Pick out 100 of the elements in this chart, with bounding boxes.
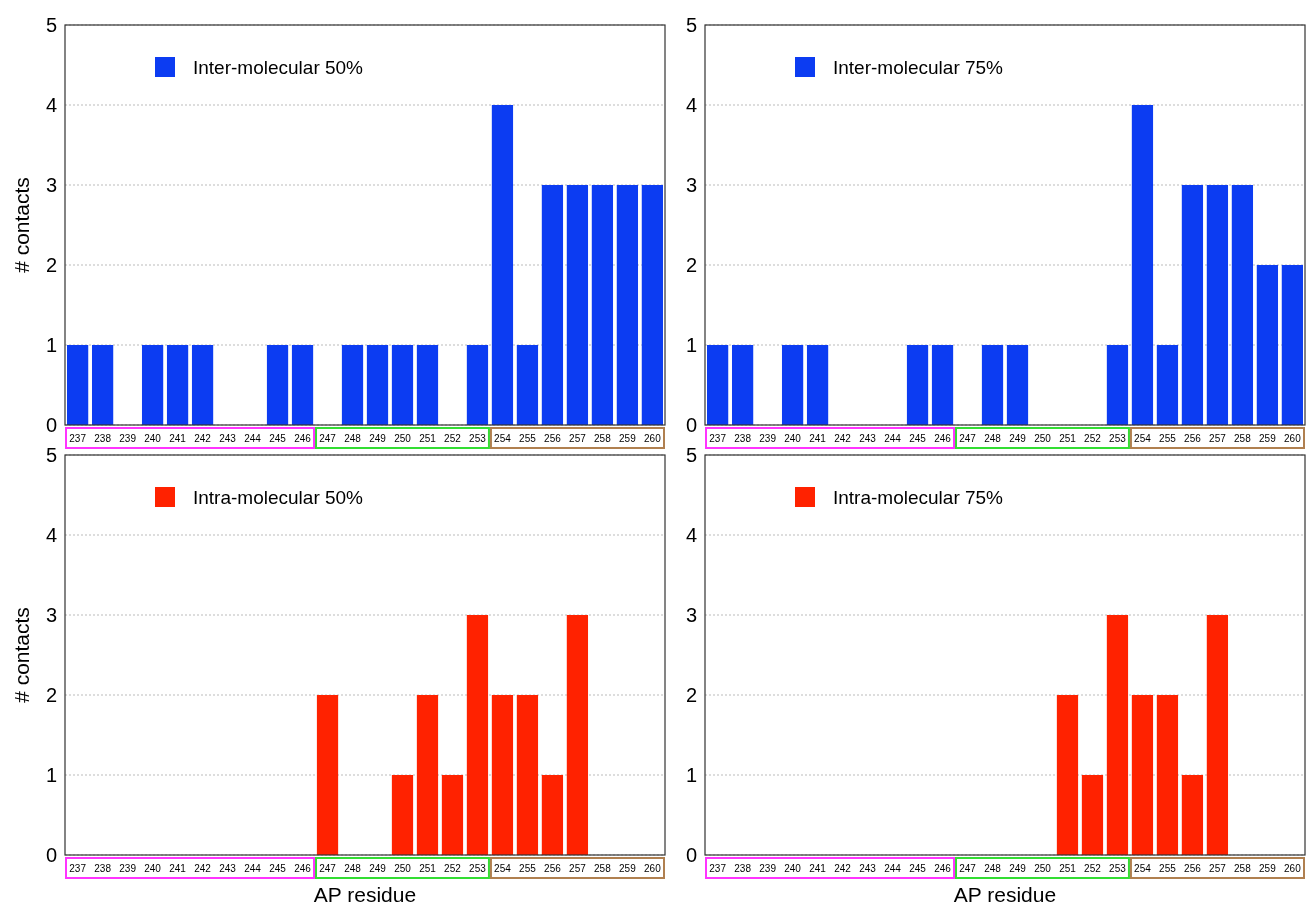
x-tick-label: 255	[519, 862, 537, 874]
y-tick-label: 1	[45, 763, 57, 786]
bar	[641, 185, 663, 425]
x-tick-label: 253	[469, 862, 487, 874]
x-tick-label: 258	[1234, 862, 1252, 874]
x-tick-label: 250	[1034, 862, 1052, 874]
x-tick-label: 259	[619, 862, 637, 874]
y-tick-label: 2	[685, 683, 697, 706]
x-tick-label: 237	[709, 862, 727, 874]
x-tick-label: 258	[1234, 432, 1252, 444]
x-tick-label: 257	[1209, 432, 1227, 444]
bar	[1206, 615, 1229, 855]
x-tick-label: 250	[394, 862, 412, 874]
y-tick-label: 1	[685, 763, 697, 786]
x-tick-label: 243	[219, 432, 237, 444]
x-tick-label: 246	[934, 432, 952, 444]
y-axis-title: # contacts	[10, 177, 33, 273]
y-tick-label: 0	[685, 413, 697, 436]
legend-label: Inter-molecular 50%	[193, 57, 364, 78]
y-tick-label: 3	[45, 173, 57, 196]
bar	[981, 345, 1004, 425]
x-tick-label: 240	[144, 862, 162, 874]
x-tick-label: 245	[269, 432, 287, 444]
x-tick-label: 247	[319, 862, 337, 874]
bar	[67, 345, 89, 425]
bar	[806, 345, 829, 425]
x-tick-label: 255	[1159, 432, 1177, 444]
x-tick-label: 242	[834, 862, 852, 874]
y-tick-label: 4	[45, 93, 57, 116]
x-axis-title: AP residue	[313, 883, 417, 906]
x-tick-label: 240	[784, 432, 802, 444]
x-tick-label: 254	[494, 862, 512, 874]
x-tick-label: 239	[119, 862, 137, 874]
x-tick-label: 249	[369, 432, 387, 444]
y-axis-title: # contacts	[10, 607, 33, 703]
bar	[1281, 265, 1303, 425]
y-tick-label: 0	[45, 413, 57, 436]
x-tick-label: 251	[1059, 862, 1077, 874]
x-tick-label: 252	[444, 862, 462, 874]
bar	[391, 345, 414, 425]
y-tick-label: 0	[45, 843, 57, 866]
x-tick-label: 252	[1084, 862, 1102, 874]
bar	[466, 345, 489, 425]
bar	[731, 345, 754, 425]
x-tick-label: 254	[1134, 432, 1152, 444]
bar	[441, 775, 464, 855]
bar	[266, 345, 289, 425]
x-tick-label: 240	[784, 862, 802, 874]
x-tick-label: 243	[859, 432, 877, 444]
x-tick-label: 244	[244, 432, 262, 444]
bar	[416, 345, 439, 425]
x-tick-label: 243	[219, 862, 237, 874]
x-tick-label: 255	[1159, 862, 1177, 874]
x-tick-label: 251	[419, 432, 437, 444]
x-tick-label: 248	[344, 862, 362, 874]
bar	[516, 695, 539, 855]
x-tick-label: 260	[644, 432, 662, 444]
x-tick-label: 257	[569, 432, 587, 444]
x-tick-label: 251	[1059, 432, 1077, 444]
bar	[416, 695, 439, 855]
y-tick-label: 5	[685, 443, 697, 466]
x-tick-label: 243	[859, 862, 877, 874]
bar	[541, 185, 564, 425]
x-tick-label: 259	[1259, 862, 1277, 874]
y-tick-label: 4	[685, 93, 697, 116]
x-tick-label: 245	[909, 862, 927, 874]
x-tick-label: 260	[1284, 862, 1302, 874]
x-tick-label: 249	[1009, 432, 1027, 444]
x-tick-label: 252	[1084, 432, 1102, 444]
x-tick-label: 245	[909, 432, 927, 444]
bar	[1181, 775, 1204, 855]
x-tick-label: 238	[94, 862, 112, 874]
x-tick-label: 254	[494, 432, 512, 444]
bar	[931, 345, 954, 425]
legend-label: Intra-molecular 50%	[193, 487, 364, 508]
x-tick-label: 260	[644, 862, 662, 874]
x-tick-label: 237	[69, 432, 87, 444]
bar	[1206, 185, 1229, 425]
bar	[1106, 615, 1129, 855]
x-tick-label: 256	[544, 862, 562, 874]
x-tick-label: 249	[1009, 862, 1027, 874]
bar	[1131, 695, 1154, 855]
x-tick-label: 244	[884, 862, 902, 874]
bar	[1106, 345, 1129, 425]
bar	[291, 345, 314, 425]
x-tick-label: 247	[319, 432, 337, 444]
x-tick-label: 260	[1284, 432, 1302, 444]
x-tick-label: 246	[294, 432, 312, 444]
bar	[1081, 775, 1104, 855]
bar	[906, 345, 929, 425]
x-tick-label: 257	[1209, 862, 1227, 874]
bar	[391, 775, 414, 855]
y-tick-label: 3	[685, 603, 697, 626]
x-tick-label: 244	[884, 432, 902, 444]
x-tick-label: 245	[269, 862, 287, 874]
x-tick-label: 238	[734, 862, 752, 874]
x-tick-label: 253	[1109, 432, 1127, 444]
x-tick-label: 240	[144, 432, 162, 444]
x-tick-label: 242	[194, 432, 212, 444]
x-tick-label: 248	[984, 862, 1002, 874]
